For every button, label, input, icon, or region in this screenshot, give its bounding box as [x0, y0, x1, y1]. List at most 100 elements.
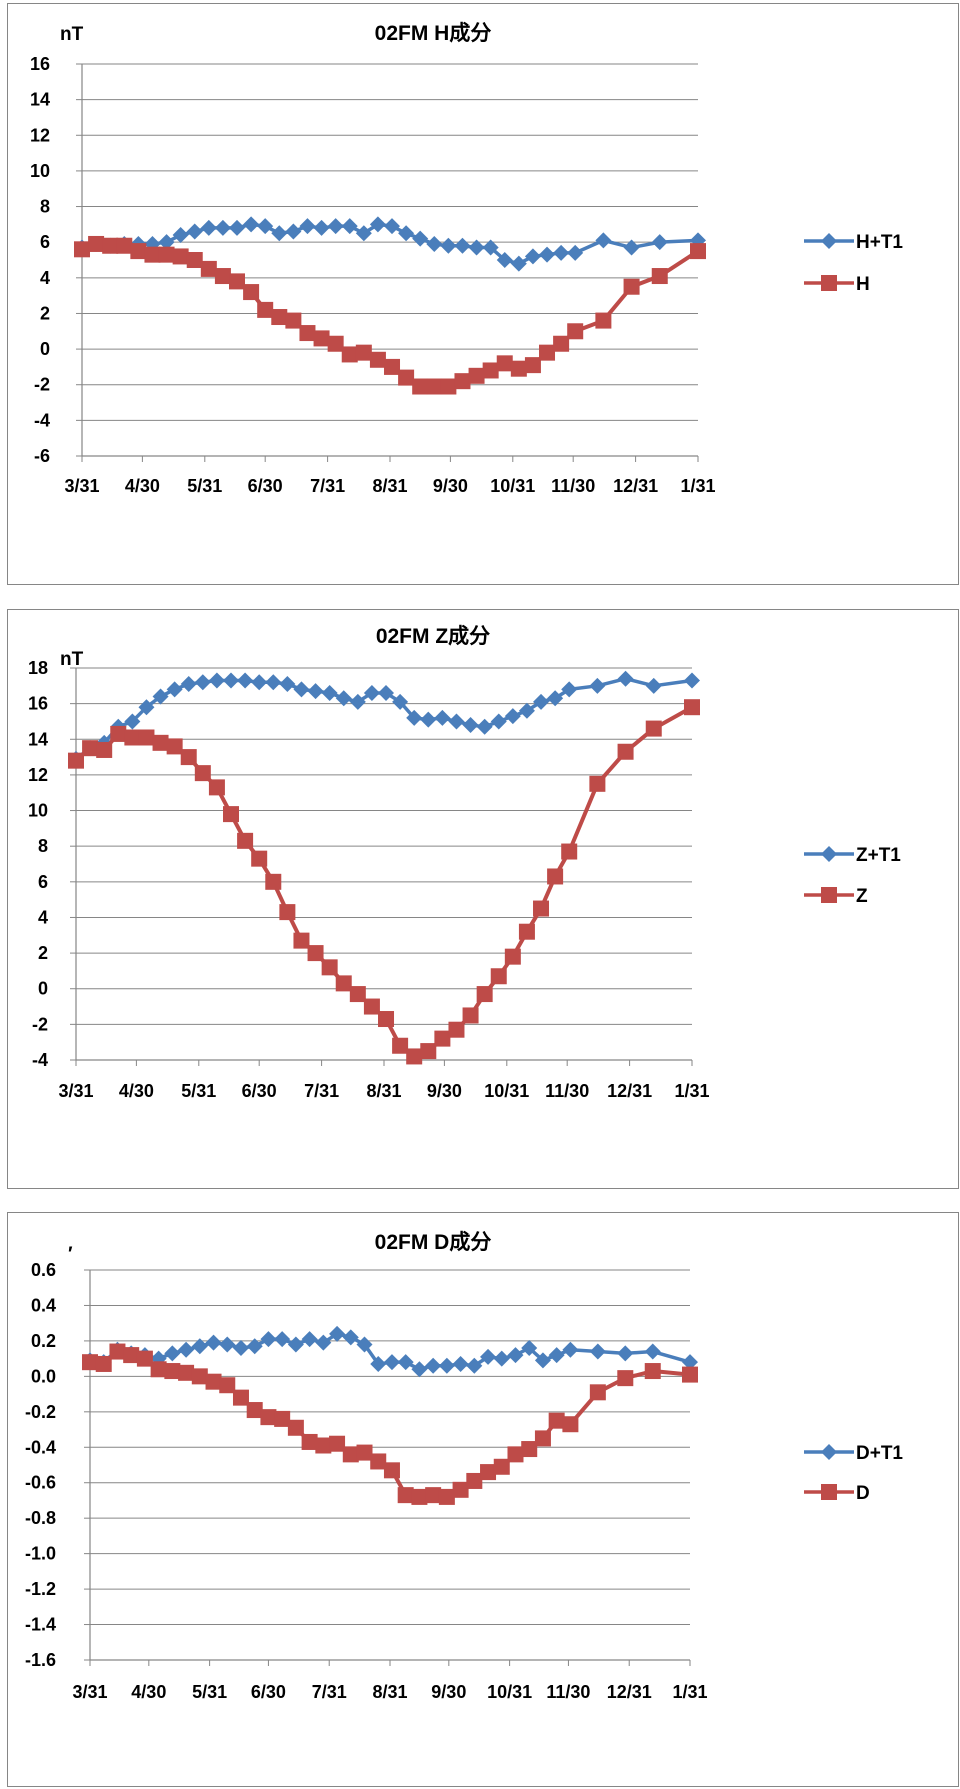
data-point — [617, 670, 634, 687]
data-point — [434, 1030, 451, 1047]
x-tick-label: 12/31 — [607, 1682, 652, 1702]
legend-label: D+T1 — [856, 1443, 903, 1464]
data-point — [589, 1343, 606, 1360]
data-point — [232, 1389, 249, 1406]
data-point — [219, 1377, 236, 1394]
data-point — [644, 1363, 661, 1380]
y-tick-label: 10 — [28, 801, 48, 821]
x-tick-label: 4/30 — [119, 1081, 154, 1101]
x-tick-label: 8/31 — [372, 476, 407, 496]
data-point — [246, 1402, 263, 1419]
data-point — [205, 1373, 222, 1390]
chart-title: 02FM D成分 — [375, 1230, 492, 1254]
y-tick-label: 0.4 — [31, 1295, 56, 1315]
x-tick-label: 4/30 — [125, 476, 160, 496]
data-point — [392, 1037, 409, 1054]
chart-panel-z: 02FM Z成分 nT 18 16 14 12 10 8 6 4 2 0 -2 -4 3/31 4/30 5/3… — [7, 609, 959, 1189]
data-point — [251, 850, 268, 867]
data-point — [425, 1357, 442, 1374]
data-point — [533, 900, 550, 917]
data-point — [438, 1357, 455, 1374]
data-point — [507, 1446, 524, 1463]
data-point — [363, 998, 380, 1015]
legend-marker — [821, 1484, 837, 1500]
chart-title: 02FM H成分 — [375, 21, 492, 45]
y-tick-label: 0.2 — [31, 1331, 56, 1351]
x-tick-label: 12/31 — [607, 1081, 652, 1101]
data-point — [109, 1343, 126, 1360]
y-tick-label: 8 — [38, 836, 48, 856]
data-point — [271, 309, 288, 326]
data-point — [307, 945, 324, 962]
y-tick-label: -0.6 — [25, 1473, 56, 1493]
data-point — [561, 681, 578, 698]
data-point — [329, 1325, 346, 1342]
data-point — [426, 235, 443, 252]
data-point — [287, 1336, 304, 1353]
data-point — [468, 239, 485, 256]
legend-label: D — [856, 1483, 870, 1504]
data-point — [448, 713, 465, 730]
x-tick-label: 3/31 — [64, 476, 99, 496]
x-tick-label: 6/30 — [242, 1081, 277, 1101]
y-tick-label: 8 — [40, 197, 50, 217]
data-point — [214, 268, 231, 285]
data-point — [682, 1354, 698, 1371]
y-tick-label: -4 — [32, 1050, 48, 1070]
y-axis-unit-label: nT — [60, 24, 84, 45]
data-point — [493, 1458, 510, 1475]
data-point — [313, 330, 330, 347]
data-point — [342, 1446, 359, 1463]
data-point — [229, 273, 246, 290]
data-point — [518, 923, 535, 940]
data-point — [88, 235, 105, 252]
data-point — [229, 219, 246, 236]
x-tick-label: 4/30 — [131, 1682, 166, 1702]
data-point — [496, 252, 513, 268]
data-point — [426, 378, 443, 395]
x-tick-label: 11/30 — [546, 1682, 590, 1702]
data-point — [237, 672, 254, 689]
x-tick-label: 1/31 — [680, 476, 715, 496]
y-tick-label: 6 — [38, 872, 48, 892]
x-tick-label: 8/31 — [366, 1081, 401, 1101]
x-tick-label: 5/31 — [187, 476, 222, 496]
x-tick-label: 8/31 — [372, 1682, 407, 1702]
data-point — [448, 1021, 465, 1038]
x-tick-label: 6/30 — [251, 1682, 286, 1702]
data-point — [172, 227, 189, 244]
legend-marker — [821, 887, 837, 903]
data-point — [370, 1453, 387, 1470]
data-point — [490, 713, 507, 730]
data-point — [370, 1355, 387, 1372]
series-line-d-t1 — [89, 1332, 691, 1372]
data-point — [452, 1355, 469, 1372]
data-point — [562, 1341, 579, 1358]
data-point — [480, 1348, 497, 1365]
data-point — [349, 693, 366, 710]
data-point — [219, 1336, 236, 1353]
legend-marker — [821, 275, 837, 291]
data-point — [651, 234, 668, 251]
data-point — [341, 218, 358, 235]
data-point — [293, 681, 310, 698]
data-point — [208, 672, 225, 689]
data-point — [232, 1340, 249, 1356]
data-point — [534, 1430, 551, 1447]
data-point — [524, 248, 541, 265]
data-point — [124, 713, 141, 730]
y-tick-label: 16 — [30, 54, 50, 74]
data-point — [493, 1350, 510, 1367]
data-point — [490, 968, 507, 985]
data-point — [355, 225, 372, 242]
data-point — [440, 378, 457, 395]
chart-z: 02FM Z成分 nT 18 16 14 12 10 8 6 4 2 0 -2 -4 3/31 4/30 5/3… — [28, 624, 901, 1101]
data-point — [518, 702, 535, 719]
data-point — [547, 868, 564, 885]
legend-label: Z — [856, 886, 868, 907]
data-point — [164, 1345, 181, 1362]
data-point — [214, 219, 231, 236]
data-point — [136, 1350, 153, 1367]
data-point — [102, 237, 119, 254]
data-point — [116, 237, 133, 254]
